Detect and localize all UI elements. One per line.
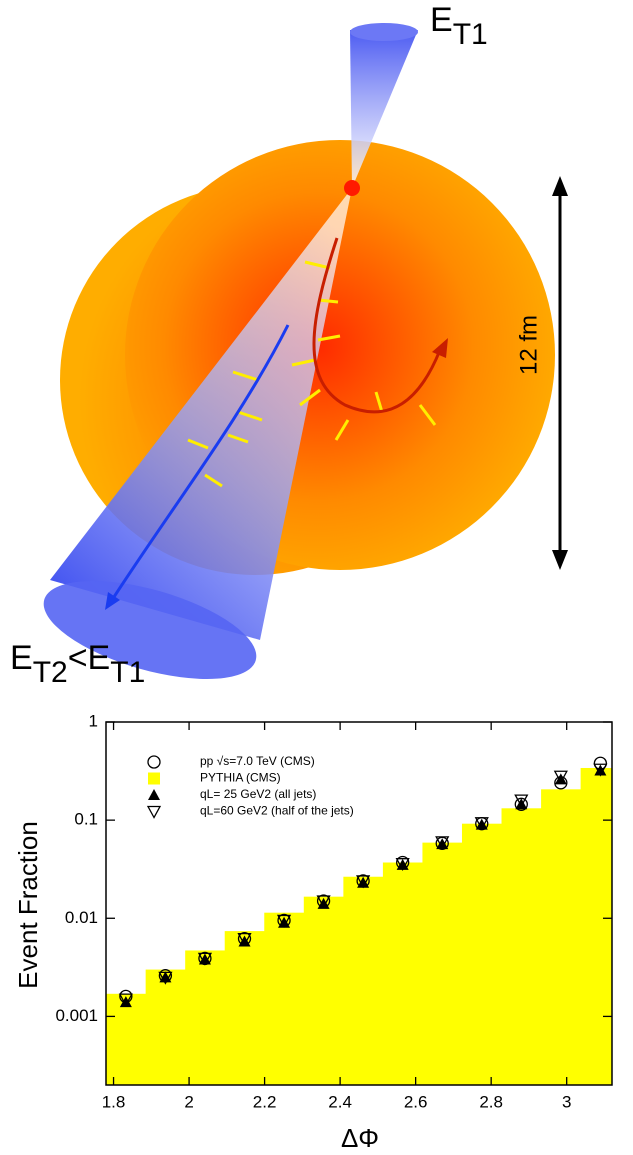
label-part: T1: [110, 656, 145, 689]
parton-path: [312, 237, 442, 414]
arrow-head: [552, 550, 568, 570]
legend-label: pp √s=7.0 TeV (CMS): [200, 754, 315, 768]
jet-cone: [350, 30, 418, 188]
marker: [198, 953, 211, 965]
histogram-bar: [106, 993, 147, 1085]
marker: [158, 971, 173, 985]
marker: [474, 817, 489, 831]
label-part: <E: [68, 639, 111, 677]
label-part: T1: [453, 18, 488, 51]
label-part: E: [10, 639, 33, 677]
marker: [395, 858, 410, 872]
arrow-head: [105, 592, 120, 610]
jet-cone-end: [350, 23, 418, 41]
histogram-bar: [541, 789, 582, 1085]
x-tick-label: 2.2: [253, 1092, 277, 1111]
histogram-bar: [461, 823, 503, 1085]
histogram-bar: [264, 912, 305, 1085]
label-part: T2: [33, 656, 68, 689]
x-tick-label: 2.4: [328, 1092, 352, 1111]
plot-frame: [105, 721, 613, 1086]
marker: [356, 875, 371, 889]
histogram-bar: [185, 950, 226, 1085]
marker: [237, 932, 252, 947]
jet-cone: [50, 188, 352, 640]
marker: [554, 773, 567, 785]
legend-marker: [148, 772, 160, 785]
histogram-bar: [343, 876, 384, 1085]
y-tick-label: 0.1: [74, 810, 98, 829]
jet-cone-end: [43, 581, 257, 679]
jet-label: ET2<ET1: [10, 639, 145, 689]
legend-label: qL=60 GeV2 (half of the jets): [200, 804, 354, 818]
diagram: 12 fm ET1 ET2<ET1: [10, 1, 568, 689]
marker: [396, 858, 409, 870]
histogram-bar: [501, 808, 542, 1085]
legend-marker: [146, 805, 162, 819]
marker: [316, 895, 331, 909]
y-axis-label: Event Fraction: [13, 821, 43, 989]
marker: [593, 763, 608, 777]
markers: [118, 756, 608, 1008]
x-tick-label: 2.8: [479, 1092, 503, 1111]
x-tick-label: 3: [562, 1092, 571, 1111]
data-area: [106, 767, 612, 1085]
x-tick-label: 2.6: [404, 1092, 428, 1111]
marker: [357, 876, 370, 888]
histogram-bar: [303, 896, 344, 1085]
y-tick-label: 0.01: [65, 908, 98, 927]
marker: [553, 770, 568, 784]
arrow-head: [432, 338, 448, 358]
histogram-bar: [422, 842, 463, 1085]
marker: [317, 897, 330, 909]
marker: [514, 794, 529, 808]
y-tick-label: 0.001: [55, 1006, 98, 1025]
y-tick-label: 1: [89, 711, 98, 730]
marker: [435, 836, 450, 850]
marker: [515, 798, 528, 810]
marker: [436, 838, 449, 850]
label-part: E: [430, 1, 453, 39]
histogram-bar: [580, 767, 612, 1085]
legend-marker: [148, 789, 160, 800]
marker: [119, 996, 132, 1008]
marker: [276, 914, 292, 928]
gluons: [187, 260, 437, 488]
marker: [159, 971, 172, 983]
histogram-bar: [145, 969, 186, 1085]
legend-label: PYTHIA (CMS): [200, 771, 281, 785]
marker: [238, 935, 251, 947]
arrow-head: [552, 176, 568, 196]
marker: [118, 993, 133, 1007]
marker: [197, 952, 213, 966]
marker: [278, 916, 291, 928]
marker: [475, 818, 488, 830]
histogram-bar: [382, 862, 423, 1085]
x-tick-label: 2: [184, 1092, 193, 1111]
scale-label: 12 fm: [515, 315, 542, 375]
production-point: [344, 180, 360, 196]
legend-label: qL= 25 GeV2 (all jets): [200, 787, 316, 801]
x-tick-label: 1.8: [102, 1092, 126, 1111]
plot: Event Fraction ΔΦ 1.8 2 2.2 2.4 2.6 2.8 3 1 0.1 0…: [13, 711, 613, 1153]
parton-path: [110, 324, 290, 601]
marker: [594, 764, 607, 776]
jet-label: ET1: [430, 1, 488, 51]
legend-marker: [147, 755, 161, 769]
x-axis-label: ΔΦ: [341, 1123, 379, 1153]
histogram-bar: [224, 931, 265, 1085]
